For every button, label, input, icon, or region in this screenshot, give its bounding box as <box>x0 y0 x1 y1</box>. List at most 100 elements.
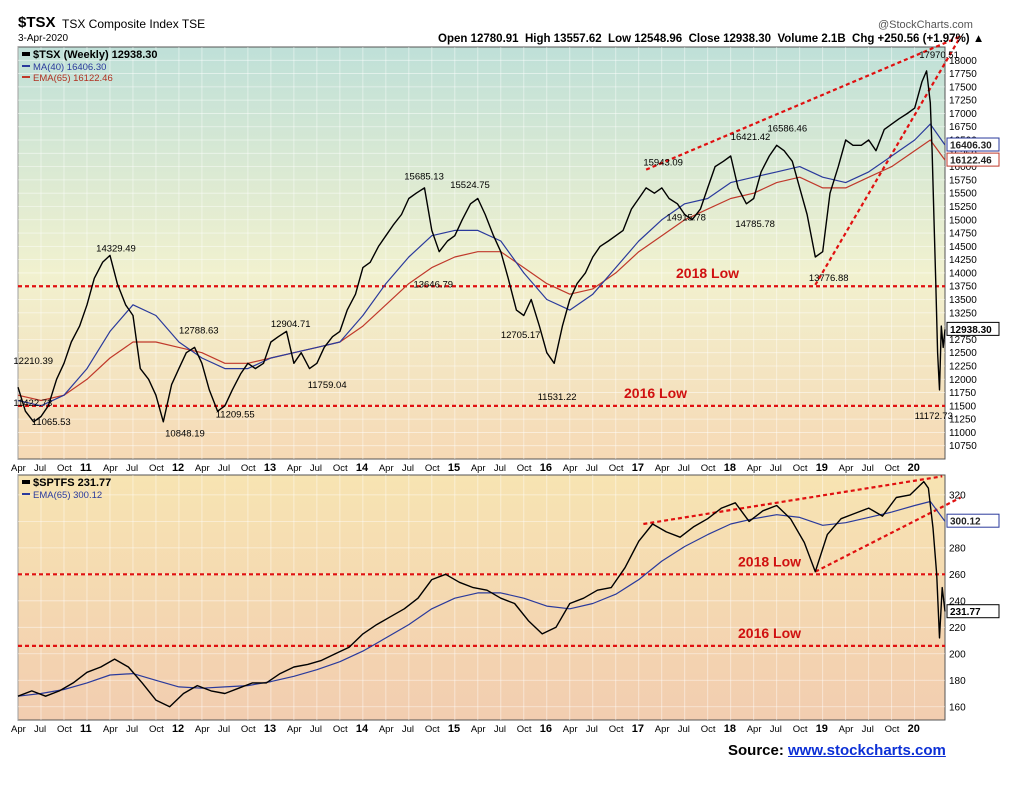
tsx-x-tick-label: Apr <box>839 463 854 474</box>
tsx-y-tick-label: 11000 <box>949 428 977 439</box>
tsx-x-tick-label: Oct <box>149 463 164 474</box>
tsx-y-tick-label: 12500 <box>949 348 977 359</box>
sptfs-legend-ema: EMA(65) 300.12 <box>33 490 102 501</box>
sptfs-x-tick-label: Apr <box>471 724 486 735</box>
sptfs-x-tick-label: 20 <box>908 723 920 735</box>
tsx-x-tick-label: Oct <box>57 463 72 474</box>
tsx-ma40-line <box>17 123 946 407</box>
tsx-y-tick-label: 14500 <box>949 242 977 253</box>
tsx-x-tick-label: Jul <box>310 463 322 474</box>
tsx-annotation: 15685.13 <box>404 171 444 182</box>
tsx-x-tick-label: Jul <box>34 463 46 474</box>
tsx-annotation: 13776.88 <box>809 273 849 284</box>
sptfs-last-value-box <box>946 604 1000 619</box>
tsx-annotation: 15524.75 <box>450 180 490 191</box>
sptfs-x-tick-label: Apr <box>379 724 394 735</box>
sptfs-x-tick-label: Jul <box>586 724 598 735</box>
tsx-x-tick-label: Apr <box>379 463 394 474</box>
sptfs-x-tick-label: Oct <box>333 724 348 735</box>
chart-date: 3-Apr-2020 <box>18 33 69 44</box>
tsx-x-tick-label: Apr <box>747 463 762 474</box>
tsx-y-tick-label: 15750 <box>949 175 977 186</box>
tsx-y-tick-label: 14250 <box>949 255 977 266</box>
tsx-annotation: 11422.73 <box>13 398 52 409</box>
tsx-legend-ema: EMA(65) 16122.46 <box>33 73 113 84</box>
sptfs-y-tick-label: 220 <box>949 623 966 634</box>
sptfs-x-tick-label: Oct <box>793 724 808 735</box>
tsx-y-tick-label: 15000 <box>949 215 977 226</box>
tsx-last-value-box <box>946 321 1000 336</box>
tsx-y-tick-label: 12000 <box>949 375 977 386</box>
tsx-x-tick-label: Jul <box>126 463 138 474</box>
tsx-legend-swatch-price <box>22 52 30 56</box>
tsx-annotation: 12705.17 <box>501 330 541 341</box>
tsx-ema65-line <box>17 139 946 402</box>
tsx-x-tick-label: 19 <box>816 462 828 474</box>
source-credit: Source: www.stockcharts.com <box>728 742 946 759</box>
tsx-y-tick-label: 16000 <box>949 162 977 173</box>
tsx-annotation: 12210.39 <box>13 356 53 367</box>
tsx-trendline <box>645 35 962 171</box>
tsx-annotation: 12788.63 <box>179 325 219 336</box>
tsx-legend-ma: MA(40) 16406.30 <box>33 62 106 73</box>
sptfs-last-value-box <box>946 513 1000 528</box>
tsx-y-tick-label: 13250 <box>949 308 977 319</box>
tsx-y-tick-label: 14750 <box>949 229 977 240</box>
chart-symbol: $TSX <box>18 14 56 31</box>
tsx-annotation: 11065.53 <box>32 417 71 428</box>
sptfs-y-tick-label: 200 <box>949 649 966 660</box>
tsx-y-tick-label: 11750 <box>949 388 977 399</box>
tsx-x-tick-label: Apr <box>563 463 578 474</box>
tsx-price-line <box>17 70 946 423</box>
tsx-y-tick-label: 12250 <box>949 361 977 372</box>
sptfs-x-tick-label: Apr <box>287 724 302 735</box>
tsx-trendline <box>814 35 962 286</box>
tsx-annotation: 11209.55 <box>216 409 255 420</box>
tsx-support-label: 2016 Low <box>624 385 687 401</box>
tsx-panel <box>17 46 946 460</box>
tsx-x-tick-label: Apr <box>195 463 210 474</box>
tsx-x-tick-label: 17 <box>632 462 644 474</box>
tsx-y-tick-label: 12750 <box>949 335 977 346</box>
tsx-x-tick-label: 11 <box>80 462 92 474</box>
tsx-y-tick-label: 17000 <box>949 109 977 120</box>
sptfs-x-tick-label: Jul <box>126 724 138 735</box>
tsx-last-value-label: 16122.46 <box>950 156 992 167</box>
tsx-x-tick-label: Apr <box>287 463 302 474</box>
sptfs-x-tick-label: 16 <box>540 723 552 735</box>
tsx-y-tick-label: 17500 <box>949 82 977 93</box>
source-link[interactable]: www.stockcharts.com <box>788 742 946 759</box>
tsx-last-value-box <box>946 137 1000 152</box>
tsx-annotation: 10848.19 <box>165 428 205 439</box>
sptfs-x-tick-label: Apr <box>655 724 670 735</box>
sptfs-x-tick-label: Apr <box>839 724 854 735</box>
sptfs-x-tick-label: Oct <box>241 724 256 735</box>
source-prefix: Source: <box>728 742 789 759</box>
tsx-x-tick-label: 13 <box>264 462 276 474</box>
tsx-x-tick-label: Oct <box>885 463 900 474</box>
tsx-x-tick-label: Oct <box>793 463 808 474</box>
sptfs-support-label: 2016 Low <box>738 625 801 641</box>
tsx-x-tick-label: Jul <box>494 463 506 474</box>
sptfs-x-tick-label: 18 <box>724 723 736 735</box>
tsx-x-tick-label: Apr <box>471 463 486 474</box>
tsx-x-tick-label: 20 <box>908 462 920 474</box>
tsx-last-value-box <box>946 152 1000 167</box>
sptfs-price-line <box>17 480 946 708</box>
sptfs-x-tick-label: 14 <box>356 723 369 735</box>
tsx-x-tick-label: Jul <box>586 463 598 474</box>
sptfs-x-tick-label: 15 <box>448 723 460 735</box>
tsx-x-tick-label: Oct <box>333 463 348 474</box>
sptfs-x-tick-label: Apr <box>11 724 26 735</box>
tsx-x-tick-label: Oct <box>609 463 624 474</box>
tsx-annotation: 15943.09 <box>643 158 683 169</box>
tsx-x-tick-label: Jul <box>402 463 414 474</box>
sptfs-y-tick-label: 240 <box>949 596 966 607</box>
tsx-annotation: 16586.46 <box>768 123 808 134</box>
tsx-x-tick-label: Apr <box>11 463 26 474</box>
tsx-annotation: 11759.04 <box>308 380 347 391</box>
tsx-x-tick-label: 15 <box>448 462 460 474</box>
sptfs-x-tick-label: Oct <box>425 724 440 735</box>
sptfs-x-tick-label: Oct <box>609 724 624 735</box>
